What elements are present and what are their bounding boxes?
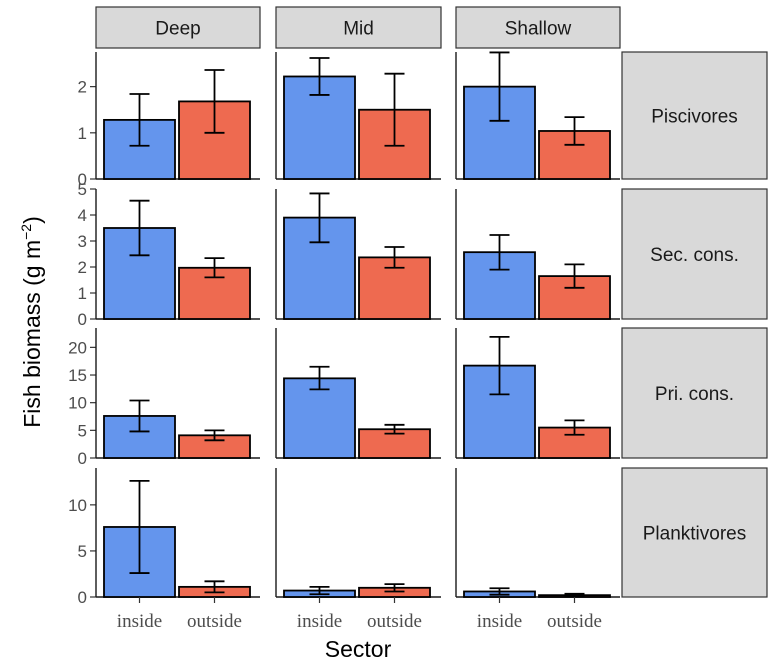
x-tick-label-inside-2: inside [477,611,522,632]
row-strip-label-2: Pri. cons. [655,384,734,405]
y-tick-label-3-0: 0 [78,588,87,607]
y-tick-label-1-4: 4 [78,206,87,225]
column-strip-label-0: Deep [155,19,200,40]
column-strip-label-1: Mid [343,19,374,40]
x-tick-label-inside-0: inside [117,611,162,632]
column-strip-label-2: Shallow [505,19,572,40]
y-tick-label-0-2: 2 [78,78,87,97]
y-tick-label-1-1: 1 [78,284,87,303]
x-tick-label-outside-1: outside [367,611,422,632]
y-tick-label-0-0: 0 [78,170,87,189]
bar-inside-2-1 [283,377,356,459]
y-tick-label-2-4: 20 [68,338,87,357]
x-axis-title: Sector [325,636,392,662]
y-tick-label-1-0: 0 [78,310,87,329]
row-strip-label-1: Sec. cons. [650,245,739,266]
x-tick-label-outside-2: outside [547,611,602,632]
row-strip-3 [621,467,768,598]
column-strip-0 [95,6,261,49]
y-axis-title: Fish biomass (g m−2) [18,216,45,428]
plot-area: Deep Mid Shallow Piscivores Sec. cons. Pri. c… [68,6,768,632]
row-strip-0 [621,51,768,180]
y-tick-label-2-3: 15 [68,366,87,385]
row-strip-label-0: Piscivores [651,107,738,128]
x-tick-label-outside-0: outside [187,611,242,632]
y-tick-label-2-2: 10 [68,394,87,413]
y-tick-label-3-1: 5 [78,542,87,561]
y-tick-label-1-2: 2 [78,258,87,277]
y-tick-label-3-2: 10 [68,496,87,515]
y-tick-label-2-1: 5 [78,421,87,440]
y-tick-label-0-1: 1 [78,124,87,143]
column-strip-1 [275,6,442,49]
row-strip-label-3: Planktivores [643,524,747,545]
row-strip-1 [621,188,768,320]
y-tick-label-1-3: 3 [78,232,87,251]
row-strip-2 [621,327,768,459]
y-tick-label-2-0: 0 [78,449,87,468]
bar-inside-1-2 [463,251,536,320]
x-tick-label-inside-1: inside [297,611,342,632]
column-strip-2 [455,6,621,49]
y-tick-label-1-5: 5 [78,180,87,199]
